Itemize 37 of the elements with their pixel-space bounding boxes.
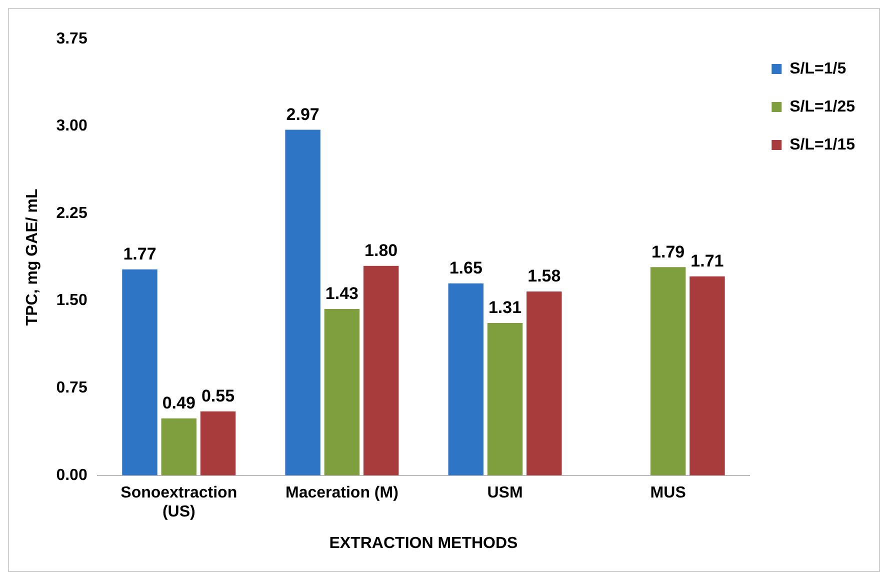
y-tick-label: 1.50 <box>56 292 88 310</box>
y-tick-label: 3.00 <box>56 118 88 135</box>
y-tick-label: 0.75 <box>56 380 88 397</box>
bar <box>161 418 196 476</box>
y-tick-label: 2.25 <box>56 204 88 222</box>
bar <box>200 411 236 476</box>
data-label: 2.97 <box>286 104 320 124</box>
y-axis-title: TPC, mg GAE/ mL <box>24 188 42 326</box>
bar <box>324 308 360 476</box>
bar <box>363 266 399 476</box>
y-tick-label: 0.00 <box>56 466 88 484</box>
data-label: 1.31 <box>488 298 522 318</box>
legend-label: S/L=1/25 <box>790 98 856 116</box>
data-label: 1.65 <box>449 258 482 278</box>
bar <box>690 276 725 476</box>
legend-label: S/L=1/15 <box>790 136 856 154</box>
x-tick-label: USM <box>487 484 523 502</box>
y-tick-label: 3.75 <box>56 30 88 48</box>
data-label: 1.79 <box>652 242 685 262</box>
legend-label: S/L=1/5 <box>790 60 846 78</box>
x-tick-label: Maceration (M) <box>285 484 398 502</box>
bar <box>526 292 562 476</box>
x-axis-title: EXTRACTION METHODS <box>329 534 518 552</box>
bar <box>650 267 686 476</box>
data-label: 0.49 <box>162 394 196 413</box>
data-label: 0.55 <box>201 386 235 406</box>
data-label: 1.80 <box>364 241 398 260</box>
bar <box>448 283 484 476</box>
bar <box>122 269 158 476</box>
data-label: 1.58 <box>528 266 561 286</box>
data-label: 1.71 <box>690 252 724 271</box>
data-label: 1.77 <box>123 244 156 264</box>
bar <box>285 130 320 476</box>
x-tick-label: Sonoextraction (US) <box>120 484 238 521</box>
bar <box>487 322 523 476</box>
x-tick-label: MUS <box>650 484 686 502</box>
data-label: 1.43 <box>325 284 358 304</box>
